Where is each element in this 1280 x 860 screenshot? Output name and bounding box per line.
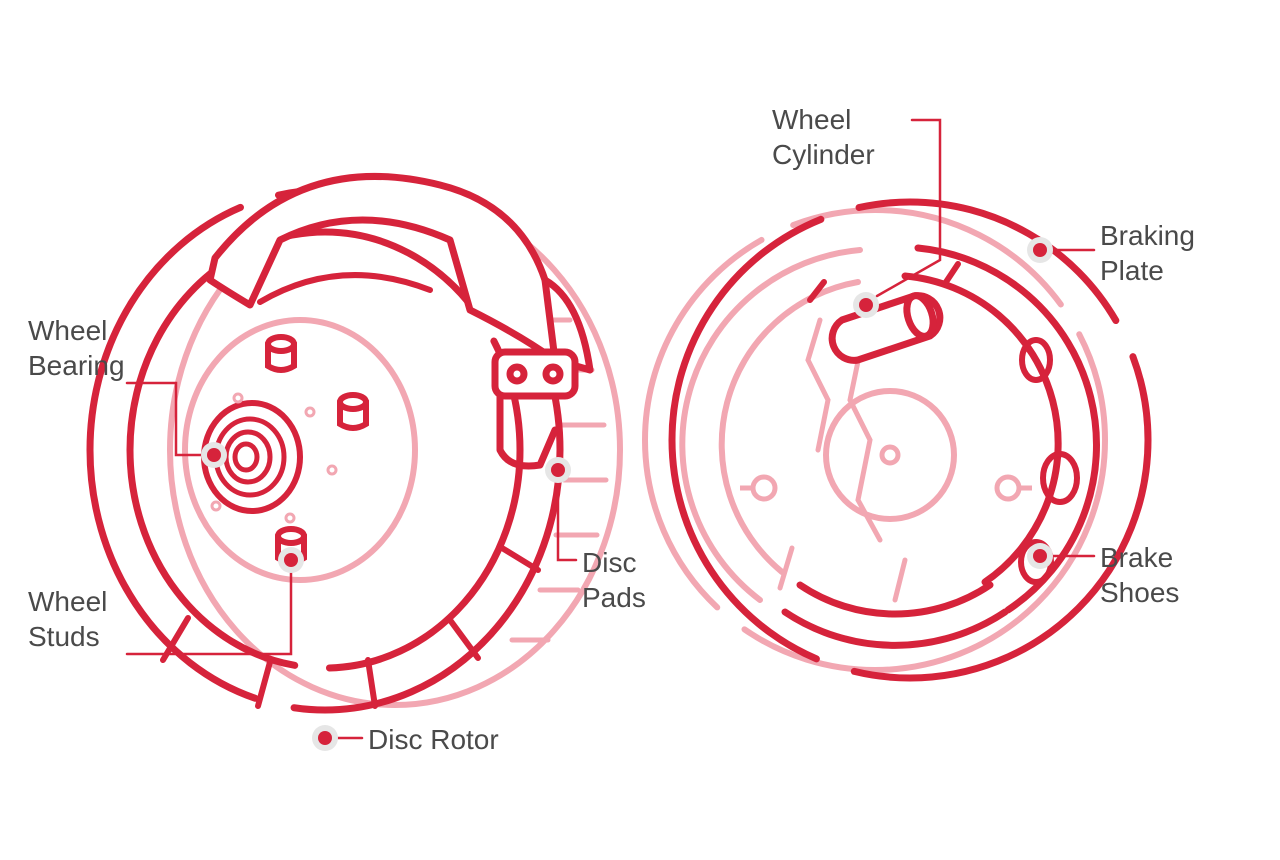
label-wheel-studs: Wheel Studs — [28, 584, 107, 654]
diagram-svg — [0, 0, 1280, 860]
marker-braking-plate — [1027, 237, 1053, 263]
label-braking-plate: Braking Plate — [1100, 218, 1195, 288]
label-line: Studs — [28, 619, 107, 654]
label-line: Pads — [582, 580, 646, 615]
marker-disc-rotor — [312, 725, 338, 751]
disc-brake-group — [90, 176, 620, 710]
label-line: Bearing — [28, 348, 125, 383]
marker-disc-pads — [545, 457, 571, 483]
disc-rotor-inner — [130, 232, 520, 668]
label-line: Wheel — [28, 584, 107, 619]
drum-backplate-light — [645, 210, 1105, 670]
wheel-cylinder — [832, 292, 940, 360]
label-line: Brake — [1100, 540, 1179, 575]
drum-hub-center — [882, 447, 898, 463]
label-line: Braking — [1100, 218, 1195, 253]
label-line: Plate — [1100, 253, 1195, 288]
shoe-pins-light — [740, 477, 1032, 499]
marker-brake-shoes — [1027, 543, 1053, 569]
drum-brake-group — [645, 202, 1148, 678]
label-wheel-cylinder: Wheel Cylinder — [772, 102, 875, 172]
label-disc-rotor: Disc Rotor — [368, 722, 499, 757]
label-line: Wheel — [772, 102, 875, 137]
label-brake-shoes: Brake Shoes — [1100, 540, 1179, 610]
marker-wheel-bearing — [201, 442, 227, 468]
label-line: Cylinder — [772, 137, 875, 172]
marker-wheel-cylinder — [853, 292, 879, 318]
diagram-stage: Wheel Bearing Wheel Studs Disc Rotor Dis… — [0, 0, 1280, 860]
marker-wheel-studs — [278, 547, 304, 573]
label-line: Wheel — [28, 313, 125, 348]
drum-hub — [826, 391, 954, 519]
label-line: Disc — [582, 545, 646, 580]
label-wheel-bearing: Wheel Bearing — [28, 313, 125, 383]
label-line: Disc Rotor — [368, 722, 499, 757]
label-disc-pads: Disc Pads — [582, 545, 646, 615]
label-line: Shoes — [1100, 575, 1179, 610]
